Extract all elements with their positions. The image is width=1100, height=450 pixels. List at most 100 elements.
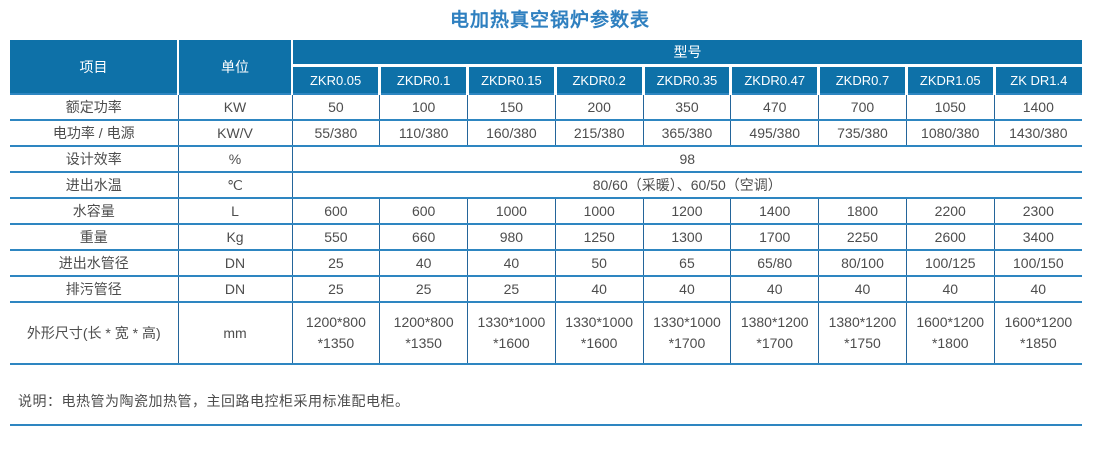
table-row-drain-pipe-diameter: 排污管径 DN 25 25 25 40 40 40 40 40 40 <box>10 276 1082 303</box>
cell: 25 <box>467 276 556 303</box>
cell: 65/80 <box>730 250 819 277</box>
boiler-spec-table: 项目 单位 型号 ZKR0.05 ZKDR0.1 ZKDR0.15 ZKDR0.… <box>10 40 1082 365</box>
row-unit: Kg <box>177 224 292 251</box>
cell: 1380*1200 *1750 <box>818 302 907 365</box>
cell: 980 <box>467 224 556 251</box>
cell: 550 <box>291 224 380 251</box>
row-unit: mm <box>177 302 292 365</box>
cell: 50 <box>554 250 644 277</box>
cell: 40 <box>554 276 644 303</box>
column-header-model: ZKDR1.05 <box>904 65 995 94</box>
cell: 40 <box>730 276 819 303</box>
header-row-group: 项目 单位 型号 <box>10 40 1082 94</box>
cell: 735/380 <box>818 120 907 147</box>
cell: 40 <box>467 250 556 277</box>
cell: 2600 <box>905 224 995 251</box>
cell: 215/380 <box>554 120 644 147</box>
cell: 600 <box>379 198 468 225</box>
row-unit: ℃ <box>177 172 292 199</box>
row-unit: DN <box>177 250 292 277</box>
cell: 1080/380 <box>905 120 995 147</box>
table-row-weight: 重量 Kg 550 660 980 1250 1300 1700 2250 26… <box>10 224 1082 251</box>
cell: 55/380 <box>291 120 380 147</box>
cell: 1000 <box>467 198 556 225</box>
table-row-design-efficiency: 设计效率 % 98 <box>10 146 1082 173</box>
cell: 1600*1200 *1800 <box>905 302 995 365</box>
table-row-electric-power: 电功率 / 电源 KW/V 55/380 110/380 160/380 215… <box>10 120 1082 147</box>
cell: 350 <box>642 93 731 121</box>
cell: 1330*1000 *1600 <box>554 302 644 365</box>
cell: 25 <box>291 250 380 277</box>
cell: 1600*1200 *1850 <box>993 302 1082 365</box>
cell: 1380*1200 *1700 <box>730 302 819 365</box>
bottom-divider <box>10 424 1082 426</box>
cell: 1400 <box>993 93 1082 121</box>
cell: 1200*800 *1350 <box>379 302 468 365</box>
row-unit: KW/V <box>177 120 292 147</box>
row-label: 进出水管径 <box>10 250 178 277</box>
row-label: 重量 <box>10 224 178 251</box>
cell: 700 <box>818 93 907 121</box>
column-header-item: 项目 <box>10 40 179 94</box>
table-row-water-capacity: 水容量 L 600 600 1000 1000 1200 1400 1800 2… <box>10 198 1082 225</box>
cell: 1250 <box>554 224 644 251</box>
row-unit: L <box>177 198 292 225</box>
table-row-rated-power: 额定功率 KW 50 100 150 200 350 470 700 1050 … <box>10 93 1082 121</box>
cell: 1330*1000 *1700 <box>642 302 731 365</box>
column-header-model: ZKDR0.47 <box>729 65 819 94</box>
cell: 495/380 <box>730 120 819 147</box>
cell: 1000 <box>554 198 644 225</box>
cell: 1400 <box>730 198 819 225</box>
cell: 1700 <box>730 224 819 251</box>
cell: 100/125 <box>905 250 995 277</box>
cell: 200 <box>554 93 644 121</box>
cell: 2250 <box>818 224 907 251</box>
table-body: 额定功率 KW 50 100 150 200 350 470 700 1050 … <box>10 93 1082 365</box>
table-row-water-pipe-diameter: 进出水管径 DN 25 40 40 50 65 65/80 80/100 100… <box>10 250 1082 277</box>
cell: 80/100 <box>818 250 907 277</box>
cell: 660 <box>379 224 468 251</box>
column-header-model: ZKDR0.2 <box>553 65 644 94</box>
cell: 25 <box>291 276 380 303</box>
cell: 100 <box>379 93 468 121</box>
column-header-model: ZK DR1.4 <box>992 65 1082 94</box>
row-label: 排污管径 <box>10 276 178 303</box>
table-row-dimensions: 外形尺寸(长 * 宽 * 高) mm 1200*800 *1350 1200*8… <box>10 302 1082 365</box>
column-header-model: ZKDR0.15 <box>466 65 556 94</box>
column-header-model-group: 型号 <box>292 40 1082 67</box>
row-label: 外形尺寸(长 * 宽 * 高) <box>10 302 178 365</box>
cell: 1200 <box>642 198 731 225</box>
cell: 1050 <box>905 93 995 121</box>
cell: 25 <box>379 276 468 303</box>
table-row-water-temp: 进出水温 ℃ 80/60（采暖）、60/50（空调） <box>10 172 1082 199</box>
column-header-model: ZKR0.05 <box>292 65 380 94</box>
row-label: 额定功率 <box>10 93 178 121</box>
row-label: 水容量 <box>10 198 178 225</box>
cell: 2200 <box>905 198 995 225</box>
footnote: 说明：电热管为陶瓷加热管，主回路电控柜采用标准配电柜。 <box>18 393 410 409</box>
cell: 1200*800 *1350 <box>291 302 380 365</box>
cell: 1300 <box>642 224 731 251</box>
cell: 160/380 <box>467 120 556 147</box>
merged-cell: 98 <box>291 146 1082 173</box>
row-unit: % <box>177 146 292 173</box>
column-header-model: ZKDR0.7 <box>817 65 907 94</box>
page-title: 电加热真空锅炉参数表 <box>449 10 650 31</box>
row-label: 电功率 / 电源 <box>10 120 178 147</box>
cell: 40 <box>818 276 907 303</box>
cell: 40 <box>379 250 468 277</box>
cell: 2300 <box>993 198 1082 225</box>
cell: 470 <box>730 93 819 121</box>
column-header-unit: 单位 <box>178 40 293 94</box>
cell: 1430/380 <box>993 120 1082 147</box>
cell: 100/150 <box>993 250 1082 277</box>
column-header-model: ZKDR0.35 <box>641 65 731 94</box>
row-label: 设计效率 <box>10 146 178 173</box>
cell: 150 <box>467 93 556 121</box>
cell: 1800 <box>818 198 907 225</box>
row-label: 进出水温 <box>10 172 178 199</box>
row-unit: KW <box>177 93 292 121</box>
column-header-model: ZKDR0.1 <box>378 65 468 94</box>
cell: 3400 <box>993 224 1082 251</box>
